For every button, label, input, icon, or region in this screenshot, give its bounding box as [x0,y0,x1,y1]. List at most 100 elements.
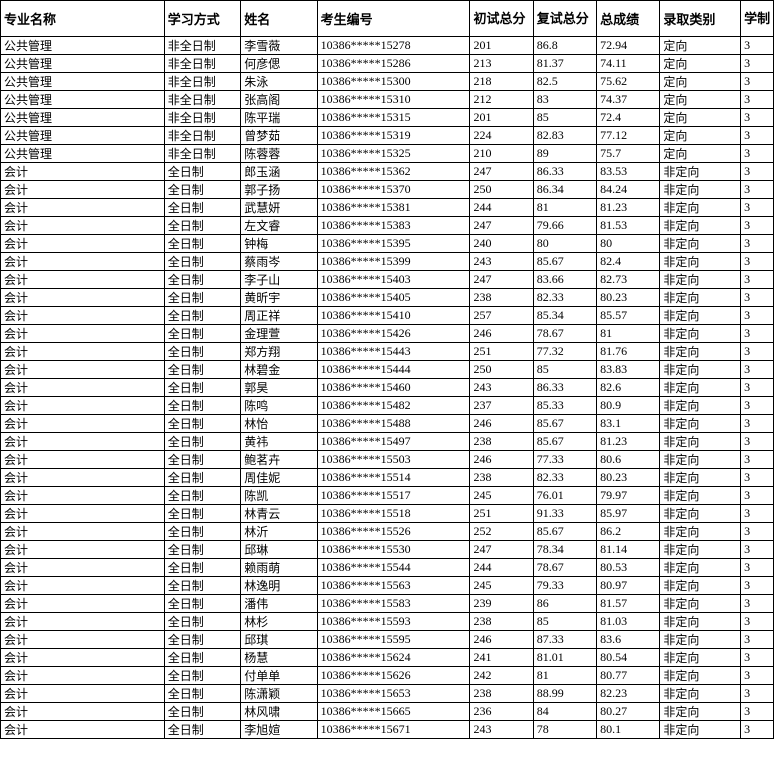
cell: 会计 [1,505,165,523]
cell: 会计 [1,667,165,685]
cell: 245 [470,577,533,595]
cell: 3 [741,685,774,703]
cell: 250 [470,181,533,199]
table-row: 公共管理非全日制曾梦茹10386*****1531922482.8377.12定… [1,127,774,145]
cell: 86.33 [533,163,596,181]
cell: 定向 [660,109,741,127]
cell: 3 [741,181,774,199]
cell: 80 [597,235,660,253]
cell: 3 [741,487,774,505]
table-row: 会计全日制李旭媗10386*****156712437880.1非定向3 [1,721,774,739]
cell: 3 [741,253,774,271]
cell: 252 [470,523,533,541]
cell: 赖雨萌 [241,559,317,577]
cell: 李雪薇 [241,37,317,55]
cell: 潘伟 [241,595,317,613]
cell: 会计 [1,595,165,613]
cell: 全日制 [164,343,240,361]
cell: 黄祎 [241,433,317,451]
cell: 82.23 [597,685,660,703]
cell: 74.11 [597,55,660,73]
cell: 会计 [1,181,165,199]
cell: 公共管理 [1,91,165,109]
cell: 会计 [1,199,165,217]
cell: 非定向 [660,307,741,325]
cell: 75.62 [597,73,660,91]
cell: 左文睿 [241,217,317,235]
cell: 77.33 [533,451,596,469]
cell: 3 [741,73,774,91]
cell: 3 [741,523,774,541]
cell: 85.67 [533,523,596,541]
cell: 10386*****15460 [317,379,470,397]
cell: 邱琳 [241,541,317,559]
cell: 236 [470,703,533,721]
cell: 全日制 [164,199,240,217]
cell: 87.33 [533,631,596,649]
cell: 全日制 [164,559,240,577]
cell: 全日制 [164,595,240,613]
cell: 定向 [660,55,741,73]
cell: 非定向 [660,343,741,361]
table-row: 会计全日制李子山10386*****1540324783.6682.73非定向3 [1,271,774,289]
cell: 83.6 [597,631,660,649]
cell: 243 [470,253,533,271]
cell: 10386*****15518 [317,505,470,523]
cell: 3 [741,379,774,397]
cell: 10386*****15310 [317,91,470,109]
cell: 周正祥 [241,307,317,325]
cell: 3 [741,361,774,379]
cell: 非定向 [660,667,741,685]
cell: 会计 [1,415,165,433]
table-row: 会计全日制郎玉涵10386*****1536224786.3383.53非定向3 [1,163,774,181]
cell: 251 [470,505,533,523]
cell: 85.67 [533,415,596,433]
cell: 246 [470,325,533,343]
cell: 非定向 [660,613,741,631]
cell: 定向 [660,91,741,109]
cell: 郭昊 [241,379,317,397]
cell: 83 [533,91,596,109]
cell: 85.67 [533,433,596,451]
cell: 全日制 [164,541,240,559]
cell: 3 [741,397,774,415]
cell: 陈平瑞 [241,109,317,127]
cell: 会计 [1,433,165,451]
cell: 10386*****15517 [317,487,470,505]
cell: 85.67 [533,253,596,271]
cell: 会计 [1,649,165,667]
cell: 3 [741,721,774,739]
cell: 蔡雨岑 [241,253,317,271]
cell: 3 [741,325,774,343]
cell: 3 [741,541,774,559]
cell: 80.53 [597,559,660,577]
cell: 10386*****15665 [317,703,470,721]
cell: 247 [470,217,533,235]
cell: 全日制 [164,667,240,685]
cell: 武慧妍 [241,199,317,217]
cell: 3 [741,613,774,631]
cell: 全日制 [164,235,240,253]
cell: 224 [470,127,533,145]
cell: 3 [741,289,774,307]
cell: 全日制 [164,487,240,505]
table-row: 会计全日制周正祥10386*****1541025785.3485.57非定向3 [1,307,774,325]
table-row: 会计全日制黄昕宇10386*****1540523882.3380.23非定向3 [1,289,774,307]
cell: 91.33 [533,505,596,523]
cell: 85.97 [597,505,660,523]
cell: 全日制 [164,307,240,325]
table-row: 会计全日制陈鸣10386*****1548223785.3380.9非定向3 [1,397,774,415]
table-row: 会计全日制林杉10386*****155932388581.03非定向3 [1,613,774,631]
cell: 全日制 [164,379,240,397]
cell: 全日制 [164,415,240,433]
cell: 非定向 [660,163,741,181]
cell: 10386*****15444 [317,361,470,379]
col-header-4: 初试总分 [470,1,533,37]
cell: 会计 [1,451,165,469]
cell: 10386*****15403 [317,271,470,289]
cell: 10386*****15626 [317,667,470,685]
cell: 81.37 [533,55,596,73]
cell: 238 [470,685,533,703]
cell: 77.12 [597,127,660,145]
cell: 3 [741,217,774,235]
